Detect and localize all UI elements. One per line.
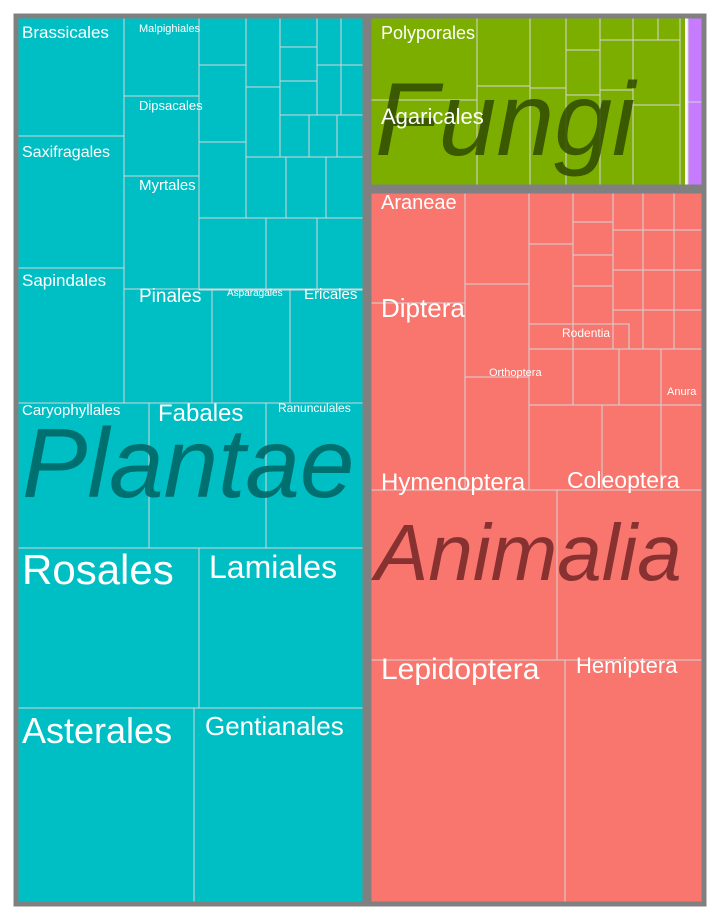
- label-gentianales: Gentianales: [205, 711, 344, 741]
- label-coleoptera: Coleoptera: [567, 467, 680, 493]
- label-diptera: Diptera: [381, 293, 465, 323]
- group-label-animalia: Animalia: [371, 508, 682, 597]
- label-myrtales: Myrtales: [139, 177, 196, 194]
- label-asparagales: Asparagales: [227, 288, 283, 299]
- group-rect-animalia: [371, 193, 702, 902]
- label-saxifragales: Saxifragales: [22, 144, 110, 161]
- label-orthoptera: Orthoptera: [489, 367, 542, 379]
- label-asterales: Asterales: [22, 710, 172, 751]
- frame-plantae: [13, 13, 368, 907]
- label-caryophyllales: Caryophyllales: [22, 402, 120, 419]
- label-pinales: Pinales: [139, 286, 201, 307]
- label-lamiales: Lamiales: [209, 549, 337, 585]
- subgroup-labels: Brassicales Malpighiales Dipsacales Saxi…: [22, 23, 697, 751]
- label-rosales: Rosales: [22, 546, 174, 593]
- label-lepidoptera: Lepidoptera: [381, 653, 540, 686]
- group-rect-plantae: [18, 18, 363, 902]
- label-hemiptera: Hemiptera: [576, 653, 678, 678]
- label-ranunculales: Ranunculales: [278, 401, 351, 415]
- label-ericales: Ericales: [304, 286, 357, 303]
- frame-fungi: [366, 13, 707, 190]
- label-dipsacales: Dipsacales: [139, 98, 203, 113]
- label-malpighiales: Malpighiales: [139, 23, 201, 35]
- group-frames: [13, 13, 707, 907]
- label-brassicales: Brassicales: [22, 23, 109, 42]
- label-agaricales: Agaricales: [381, 104, 484, 129]
- group-label-plantae: Plantae: [22, 408, 354, 518]
- label-araneae: Araneae: [381, 192, 457, 214]
- label-hymenoptera: Hymenoptera: [381, 469, 526, 496]
- label-rodentia: Rodentia: [562, 326, 610, 340]
- label-fabales: Fabales: [158, 400, 243, 427]
- frame-animalia: [366, 188, 707, 907]
- label-anura: Anura: [667, 386, 697, 398]
- label-sapindales: Sapindales: [22, 271, 106, 290]
- label-polyporales: Polyporales: [381, 23, 475, 43]
- group-label-fungi: Fungi: [375, 62, 638, 178]
